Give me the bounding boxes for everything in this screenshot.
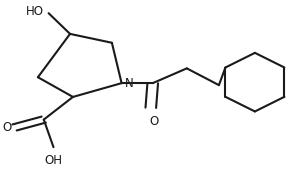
Text: O: O: [149, 115, 158, 128]
Text: N: N: [125, 77, 133, 90]
Text: O: O: [2, 121, 12, 134]
Text: HO: HO: [26, 5, 44, 18]
Text: OH: OH: [45, 154, 62, 167]
